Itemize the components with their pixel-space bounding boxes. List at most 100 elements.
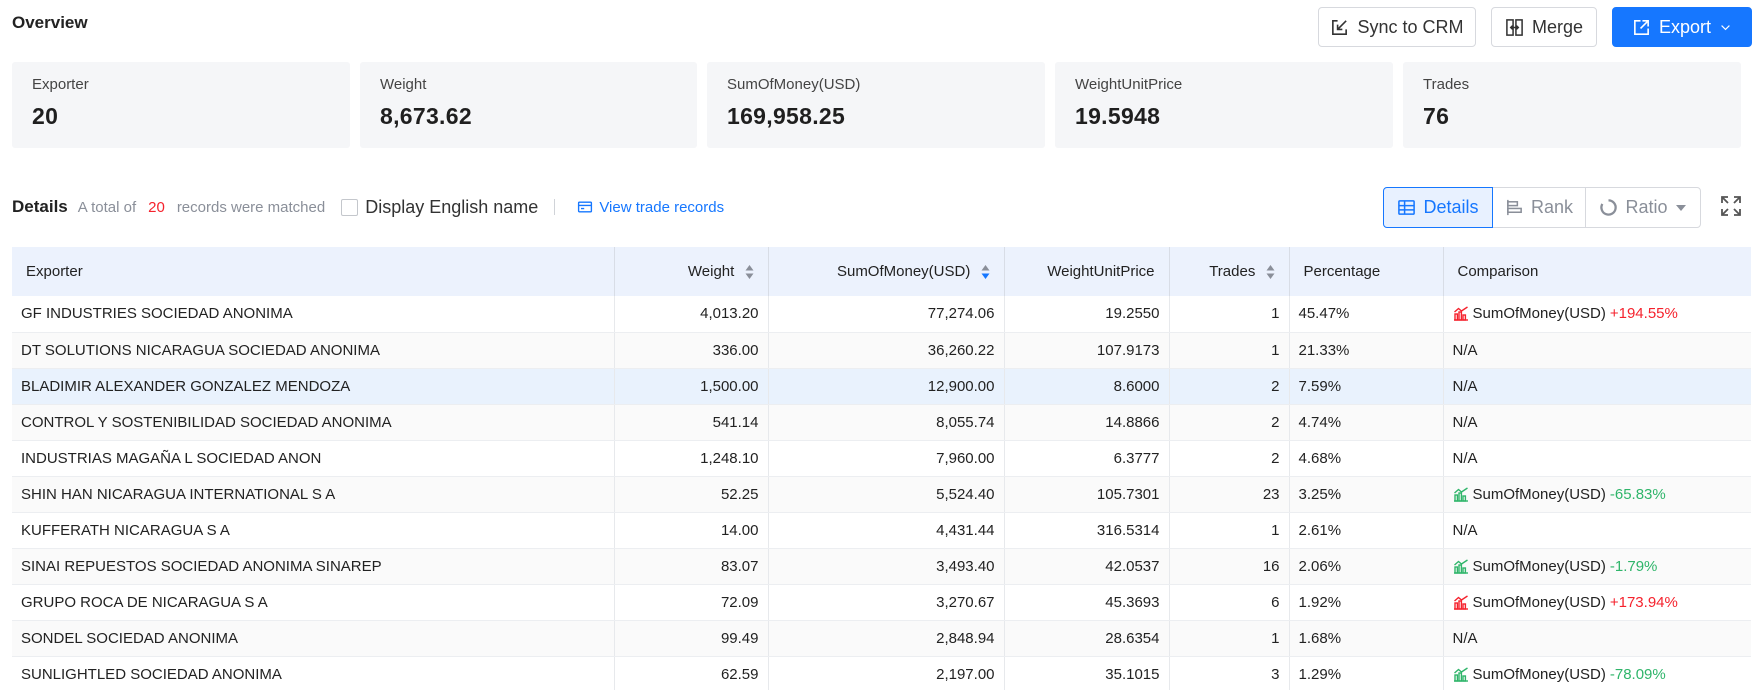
table-row[interactable]: SUNLIGHTLED SOCIEDAD ANONIMA 62.59 2,197.0… bbox=[12, 656, 1751, 690]
stat-card-weight: Weight 8,673.62 bbox=[360, 62, 697, 148]
exporter-table: Exporter Weight SumOfMoney(USD) WeightUn… bbox=[12, 247, 1751, 690]
view-ratio-dropdown[interactable]: Ratio bbox=[1585, 187, 1701, 228]
column-header-weight[interactable]: Weight bbox=[614, 247, 769, 296]
sort-descending-icon[interactable] bbox=[981, 264, 990, 280]
sum-of-money-cell: 12,900.00 bbox=[768, 368, 1005, 405]
export-button[interactable]: Export bbox=[1612, 7, 1752, 47]
trades-cell: 6 bbox=[1169, 584, 1290, 621]
trades-cell: 2 bbox=[1169, 368, 1290, 405]
comparison-cell: SumOfMoney(USD) -78.09% bbox=[1443, 656, 1751, 690]
trades-cell: 2 bbox=[1169, 440, 1290, 477]
weight-unit-price-cell: 107.9173 bbox=[1004, 332, 1170, 369]
sync-to-crm-button[interactable]: Sync to CRM bbox=[1318, 7, 1476, 47]
page-title: Overview bbox=[12, 13, 88, 32]
chevron-down-icon bbox=[1721, 24, 1730, 30]
stat-label: Exporter bbox=[32, 76, 89, 93]
exporter-name-link[interactable]: GRUPO ROCA DE NICARAGUA S A bbox=[12, 584, 615, 621]
trades-cell: 3 bbox=[1169, 656, 1290, 690]
exporter-name-link[interactable]: INDUSTRIAS MAGAÑA L SOCIEDAD ANON bbox=[12, 440, 615, 477]
exporter-name-link[interactable]: SONDEL SOCIEDAD ANONIMA bbox=[12, 620, 615, 657]
exporter-name-link[interactable]: GF INDUSTRIES SOCIEDAD ANONIMA bbox=[12, 296, 615, 333]
weight-unit-price-cell: 19.2550 bbox=[1004, 296, 1170, 333]
comparison-cell: N/A bbox=[1443, 620, 1751, 657]
sort-icon[interactable] bbox=[1266, 264, 1275, 280]
table-row[interactable]: SHIN HAN NICARAGUA INTERNATIONAL S A 52.2… bbox=[12, 476, 1751, 513]
comparison-value: -1.79% bbox=[1609, 557, 1658, 575]
stat-value: 20 bbox=[32, 103, 59, 129]
percentage-cell: 3.25% bbox=[1289, 476, 1444, 513]
exporter-name-link[interactable]: SHIN HAN NICARAGUA INTERNATIONAL S A bbox=[12, 476, 615, 513]
table-row[interactable]: GF INDUSTRIES SOCIEDAD ANONIMA 4,013.20 77… bbox=[12, 296, 1751, 333]
trades-cell: 1 bbox=[1169, 620, 1290, 657]
details-toolbar: Details A total of 20 records were match… bbox=[12, 187, 724, 227]
sum-of-money-cell: 4,431.44 bbox=[768, 512, 1005, 549]
ratio-ring-icon bbox=[1600, 199, 1618, 216]
table-row[interactable]: KUFFERATH NICARAGUA S A 14.00 4,431.44 316.… bbox=[12, 512, 1751, 549]
divider bbox=[554, 199, 556, 215]
table-row[interactable]: SINAI REPUESTOS SOCIEDAD ANONIMA SINAREP… bbox=[12, 548, 1751, 585]
comparison-cell: N/A bbox=[1443, 440, 1751, 477]
comparison-value: +173.94% bbox=[1609, 593, 1678, 611]
sum-of-money-cell: 3,493.40 bbox=[768, 548, 1005, 585]
table-row[interactable]: SONDEL SOCIEDAD ANONIMA 99.49 2,848.94 28.6… bbox=[12, 620, 1751, 657]
table-row[interactable]: INDUSTRIAS MAGAÑA L SOCIEDAD ANON 1,248.1… bbox=[12, 440, 1751, 477]
percentage-cell: 1.92% bbox=[1289, 584, 1444, 621]
exporter-name-link[interactable]: KUFFERATH NICARAGUA S A bbox=[12, 512, 615, 549]
percentage-cell: 2.06% bbox=[1289, 548, 1444, 585]
stat-label: Weight bbox=[380, 76, 427, 93]
merge-button[interactable]: Merge bbox=[1491, 7, 1597, 47]
percentage-cell: 1.68% bbox=[1289, 620, 1444, 657]
view-rank-label: Rank bbox=[1530, 197, 1574, 217]
exporter-name-link[interactable]: BLADIMIR ALEXANDER GONZALEZ MENDOZA bbox=[12, 368, 615, 405]
percentage-cell: 21.33% bbox=[1289, 332, 1444, 369]
percentage-cell: 4.68% bbox=[1289, 440, 1444, 477]
comparison-label: SumOfMoney(USD) bbox=[1472, 305, 1606, 323]
exporter-name-link[interactable]: DT SOLUTIONS NICARAGUA SOCIEDAD ANONIMA bbox=[12, 332, 615, 369]
exporter-name-link[interactable]: SINAI REPUESTOS SOCIEDAD ANONIMA SINAREP bbox=[12, 548, 615, 585]
stat-label: SumOfMoney(USD) bbox=[727, 76, 861, 93]
details-title: Details bbox=[12, 197, 68, 216]
view-details-label: Details bbox=[1423, 197, 1479, 217]
table-header-row: Exporter Weight SumOfMoney(USD) WeightUn… bbox=[12, 247, 1751, 296]
comparison-label: N/A bbox=[1452, 521, 1478, 539]
view-details-toggle[interactable]: Details bbox=[1383, 187, 1493, 228]
fullscreen-icon[interactable] bbox=[1719, 194, 1743, 218]
comparison-value: -65.83% bbox=[1609, 485, 1666, 503]
weight-unit-price-cell: 14.8866 bbox=[1004, 404, 1170, 441]
display-english-checkbox[interactable] bbox=[341, 198, 359, 216]
column-header-trades[interactable]: Trades bbox=[1169, 247, 1290, 296]
weight-cell: 99.49 bbox=[614, 620, 769, 657]
exporter-name-link[interactable]: SUNLIGHTLED SOCIEDAD ANONIMA bbox=[12, 656, 615, 690]
weight-cell: 14.00 bbox=[614, 512, 769, 549]
weight-unit-price-cell: 28.6354 bbox=[1004, 620, 1170, 657]
sort-icon[interactable] bbox=[745, 264, 754, 280]
comparison-label: N/A bbox=[1452, 449, 1478, 467]
table-row[interactable]: GRUPO ROCA DE NICARAGUA S A 72.09 3,270.67… bbox=[12, 584, 1751, 621]
comparison-label: N/A bbox=[1452, 341, 1478, 359]
column-header-percentage: Percentage bbox=[1289, 247, 1444, 296]
stat-value: 19.5948 bbox=[1075, 103, 1161, 129]
trend-up-icon bbox=[1453, 306, 1468, 321]
table-row[interactable]: DT SOLUTIONS NICARAGUA SOCIEDAD ANONIMA 3… bbox=[12, 332, 1751, 369]
total-prefix: A total of bbox=[77, 198, 137, 216]
percentage-cell: 45.47% bbox=[1289, 296, 1444, 333]
stat-card-weight-unit-price: WeightUnitPrice 19.5948 bbox=[1055, 62, 1393, 148]
column-header-sum-of-money[interactable]: SumOfMoney(USD) bbox=[768, 247, 1005, 296]
view-trade-records-link[interactable]: View trade records bbox=[577, 199, 724, 216]
display-english-label[interactable]: Display English name bbox=[365, 196, 539, 217]
comparison-cell: N/A bbox=[1443, 512, 1751, 549]
view-rank-toggle[interactable]: Rank bbox=[1492, 187, 1586, 228]
sum-of-money-cell: 5,524.40 bbox=[768, 476, 1005, 513]
weight-unit-price-cell: 42.0537 bbox=[1004, 548, 1170, 585]
exporter-name-link[interactable]: CONTROL Y SOSTENIBILIDAD SOCIEDAD ANONIM… bbox=[12, 404, 615, 441]
weight-unit-price-cell: 8.6000 bbox=[1004, 368, 1170, 405]
stat-value: 8,673.62 bbox=[380, 103, 472, 129]
weight-unit-price-cell: 45.3693 bbox=[1004, 584, 1170, 621]
table-row[interactable]: BLADIMIR ALEXANDER GONZALEZ MENDOZA 1,500… bbox=[12, 368, 1751, 405]
table-row[interactable]: CONTROL Y SOSTENIBILIDAD SOCIEDAD ANONIM… bbox=[12, 404, 1751, 441]
comparison-label: SumOfMoney(USD) bbox=[1472, 485, 1606, 503]
weight-unit-price-cell: 35.1015 bbox=[1004, 656, 1170, 690]
trend-up-icon bbox=[1453, 594, 1468, 610]
comparison-cell: SumOfMoney(USD) +173.94% bbox=[1443, 584, 1751, 621]
table-icon bbox=[1398, 200, 1416, 215]
